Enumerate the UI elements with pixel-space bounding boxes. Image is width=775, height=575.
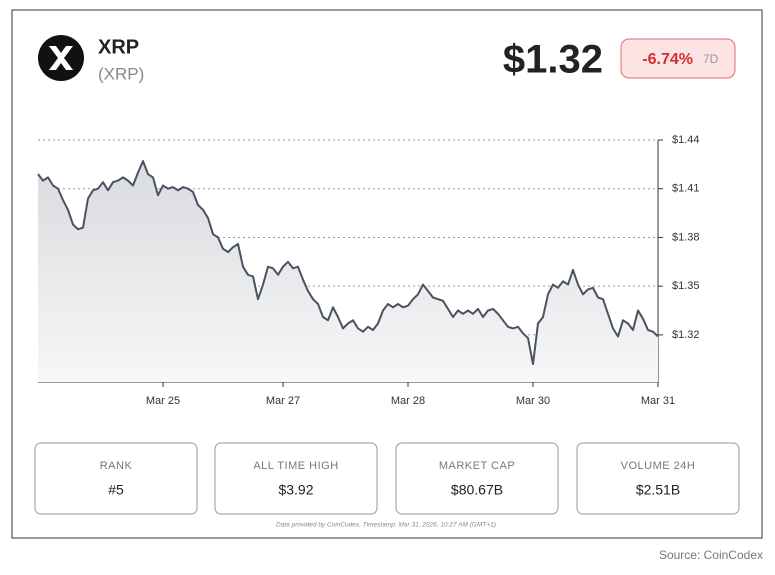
coin-name: XRP (98, 36, 139, 58)
change: -6.74% (642, 51, 693, 68)
price-line (37, 160, 659, 366)
stat-box (214, 442, 378, 515)
source: Source: CoinCodex (659, 548, 763, 562)
x-tick-label: Mar 30 (516, 395, 550, 407)
stat-value: $3.92 (278, 482, 313, 498)
x-tick-label: Mar 25 (146, 395, 180, 407)
stat-label: ALL TIME HIGH (253, 460, 338, 472)
x-tick-label: Mar 27 (266, 395, 300, 407)
stat-box (576, 442, 740, 515)
y-tick-label: $1.32 (672, 329, 700, 341)
y-tick-label: $1.44 (672, 134, 700, 146)
coin-symbol: (XRP) (98, 64, 144, 83)
area (38, 161, 658, 382)
y-tick-label: $1.41 (672, 183, 700, 195)
x-tick-label: Mar 31 (641, 395, 675, 407)
stat-value: $80.67B (451, 482, 503, 498)
x-tick-label: Mar 28 (391, 395, 425, 407)
stat-value: $2.51B (636, 482, 680, 498)
stat-box (34, 442, 198, 515)
y-tick-label: $1.38 (672, 231, 700, 243)
logo (38, 35, 84, 81)
stat-label: RANK (100, 460, 133, 472)
stat-value: #5 (108, 482, 124, 498)
y-tick-label: $1.35 (672, 280, 700, 292)
change-badge (620, 38, 736, 79)
stat-label: MARKET CAP (439, 460, 515, 472)
plot: $1.32 $1.35 $1.38 $1.41 $1.44 Mar 25 Mar 27 Mar… (37, 134, 700, 407)
stat-box (395, 442, 559, 515)
stat-label: VOLUME 24H (621, 460, 696, 472)
price: $1.32 (503, 38, 603, 82)
footnote: Data provided by CoinCodex. Timestamp: M… (276, 522, 496, 529)
period: 7D (703, 52, 719, 66)
stats: RANK #5 ALL TIME HIGH $3.92 MARKET CAP $80.67… (34, 442, 740, 515)
